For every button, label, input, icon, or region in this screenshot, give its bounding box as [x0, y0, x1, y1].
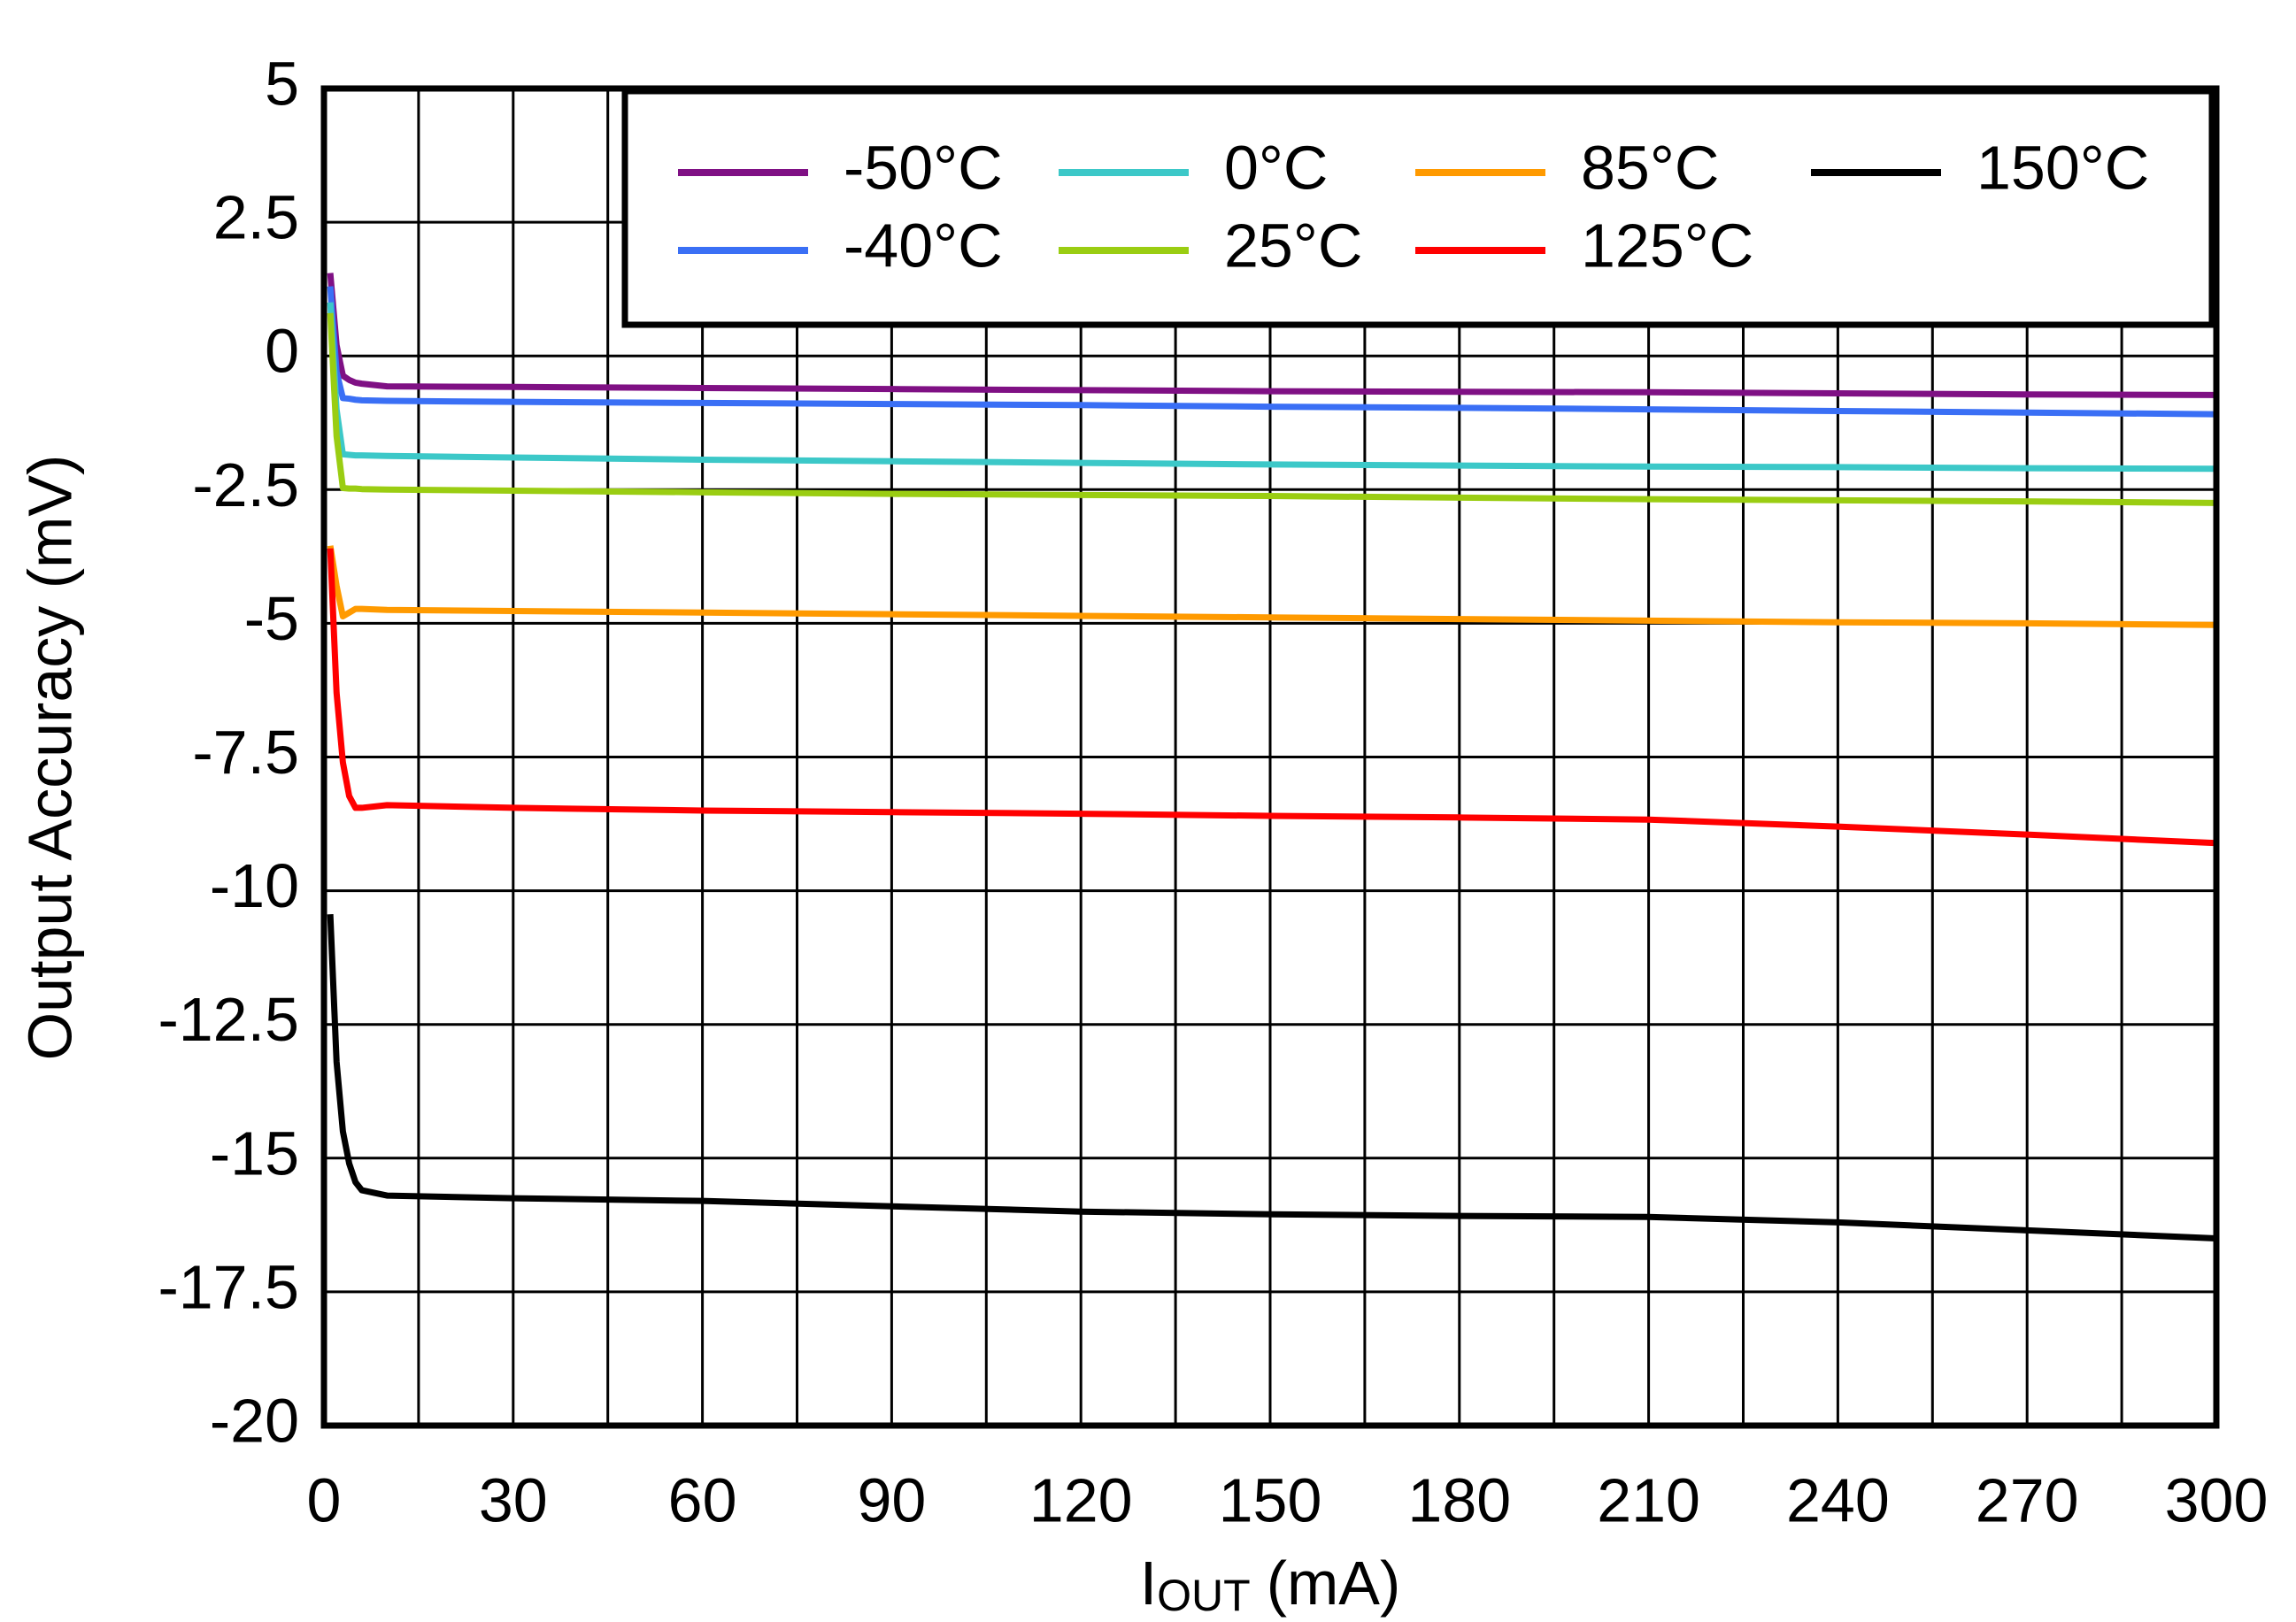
x-tick-label: 180 [1407, 1465, 1511, 1534]
y-tick-label: 5 [265, 49, 299, 118]
legend-label: 25°C [1224, 211, 1362, 280]
x-tick-label: 300 [2165, 1465, 2269, 1534]
data-line [327, 545, 2217, 628]
data-line [327, 548, 2217, 847]
legend-label: -50°C [844, 133, 1003, 202]
legend-label: -40°C [844, 211, 1003, 280]
x-tick-label: 30 [479, 1465, 548, 1534]
x-tick-label: 240 [1786, 1465, 1890, 1534]
data-line [327, 286, 2217, 418]
y-tick-label: -17.5 [158, 1252, 299, 1321]
legend-box [621, 88, 2215, 328]
legend-label: 125°C [1581, 211, 1753, 280]
data-line [327, 273, 2217, 398]
y-tick-label: -7.5 [192, 718, 299, 787]
y-tick-label: -2.5 [192, 450, 299, 519]
legend-label: 85°C [1581, 133, 1719, 202]
y-tick-label: 2.5 [213, 183, 299, 252]
x-tick-label: 210 [1597, 1465, 1700, 1534]
y-tick-label: -12.5 [158, 985, 299, 1054]
y-tick-label: -15 [210, 1118, 299, 1188]
x-tick-label: 270 [1976, 1465, 2079, 1534]
x-label-subscript: OUT [1157, 1571, 1251, 1620]
data-line [327, 312, 2217, 506]
data-line [327, 914, 2217, 1241]
x-label-unit: (mA) [1267, 1549, 1401, 1618]
y-tick-label: 0 [265, 317, 299, 386]
x-tick-label: 60 [668, 1465, 737, 1534]
x-label-main: I [1140, 1549, 1157, 1618]
y-tick-label: -10 [210, 851, 299, 920]
y-tick-label: -20 [210, 1386, 299, 1455]
x-tick-label: 120 [1029, 1465, 1133, 1534]
y-axis-label: Output Accuracy (mV) [15, 455, 84, 1061]
x-tick-label: 150 [1219, 1465, 1322, 1534]
x-tick-label: 90 [857, 1465, 926, 1534]
data-line [327, 302, 2217, 473]
x-axis-label: IOUT (mA) [1140, 1549, 1401, 1620]
legend-label: 150°C [1976, 133, 2149, 202]
y-tick-label: -5 [244, 584, 299, 653]
x-tick-label: 0 [307, 1465, 342, 1534]
legend-label: 0°C [1224, 133, 1328, 202]
